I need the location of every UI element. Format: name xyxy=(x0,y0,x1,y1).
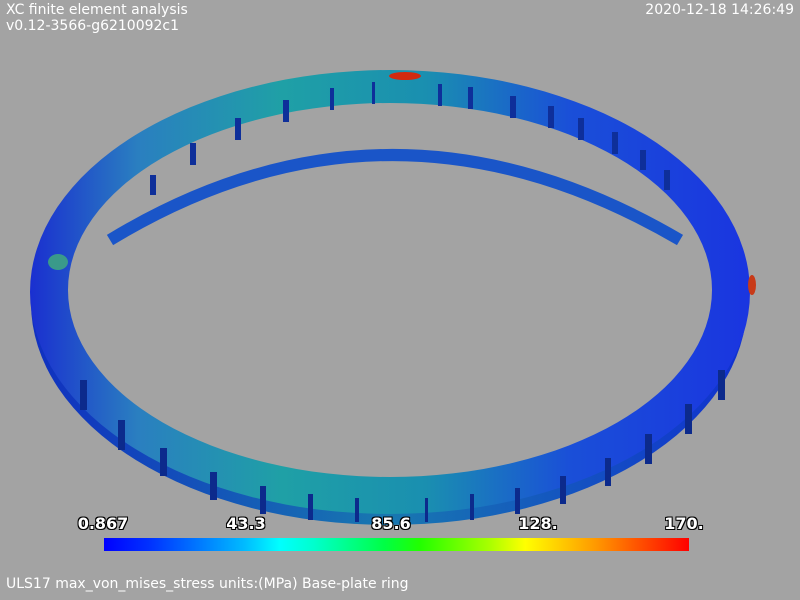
app-title: XC finite element analysis xyxy=(6,2,188,18)
app-version: v0.12-3566-g6210092c1 xyxy=(6,18,180,34)
plot-caption: ULS17 max_von_mises_stress units:(MPa) B… xyxy=(6,576,409,592)
colorbar-label-3: 85.6 xyxy=(371,514,411,533)
colorbar-label-4: 128. xyxy=(518,514,558,533)
ring-inner-wall xyxy=(106,149,684,246)
stress-hotspot-right xyxy=(748,275,756,295)
colorbar-labels: 0.867 43.3 85.6 128. 170. xyxy=(0,514,800,536)
colorbar-label-min: 0.867 xyxy=(77,514,129,533)
stress-hotspot-top xyxy=(389,72,421,80)
stiffeners-near xyxy=(80,370,725,522)
colorbar-label-max: 170. xyxy=(664,514,704,533)
colorbar xyxy=(104,538,689,551)
stress-hotspot-left xyxy=(48,254,68,270)
colorbar-label-2: 43.3 xyxy=(226,514,266,533)
stiffeners-far xyxy=(150,82,670,195)
timestamp: 2020-12-18 14:26:49 xyxy=(645,2,794,18)
